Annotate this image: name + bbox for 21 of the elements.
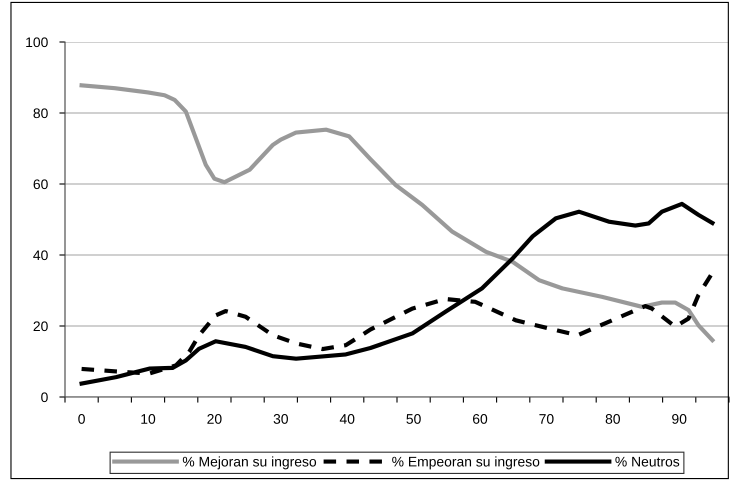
line-series xyxy=(80,202,714,386)
x-tick-label: 0 xyxy=(78,414,85,424)
x-tick-label: 30 xyxy=(274,414,288,424)
y-tick-label: 0 xyxy=(41,392,48,402)
legend-label: % Empeoran su ingreso xyxy=(392,456,540,470)
x-tick-label: 60 xyxy=(472,414,488,424)
x-tick-label: 70 xyxy=(539,414,554,424)
y-tick-label: 100 xyxy=(26,37,48,48)
y-tick-label: 40 xyxy=(33,250,48,260)
x-tick-label: 50 xyxy=(406,414,421,424)
x-tick-label: 90 xyxy=(672,414,686,424)
y-tick-label: 60 xyxy=(34,179,48,190)
legend-label: % Mejoran su ingreso xyxy=(182,456,316,470)
y-tick-label: 20 xyxy=(34,321,48,332)
line-series xyxy=(80,83,714,342)
x-tick-label: 40 xyxy=(340,414,354,424)
x-tick-label: 80 xyxy=(606,414,620,424)
x-tick-label: 10 xyxy=(141,414,156,424)
y-tick-label: 80 xyxy=(33,108,48,118)
x-tick-label: 20 xyxy=(207,414,222,424)
legend-label: % Neutros xyxy=(615,456,680,467)
